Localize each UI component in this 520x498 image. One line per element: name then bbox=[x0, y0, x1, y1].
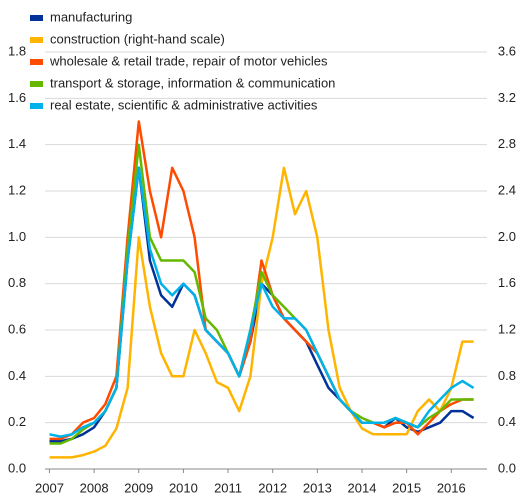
y2-tick-label: 0.8 bbox=[498, 368, 516, 383]
y2-tick-label: 1.6 bbox=[498, 275, 516, 290]
legend-label: construction (right-hand scale) bbox=[50, 31, 225, 46]
legend-label: real estate, scientific & administrative… bbox=[50, 97, 318, 112]
y-tick-label: 1.8 bbox=[8, 43, 26, 58]
legend-swatch bbox=[30, 81, 43, 87]
x-tick-label: 2007 bbox=[35, 480, 64, 495]
y-tick-label: 0.2 bbox=[8, 414, 26, 429]
x-tick-label: 2012 bbox=[258, 480, 287, 495]
y-tick-label: 0.8 bbox=[8, 275, 26, 290]
series-line bbox=[49, 166, 475, 438]
y2-tick-label: 0.0 bbox=[498, 460, 516, 475]
legend-label: wholesale & retail trade, repair of moto… bbox=[49, 53, 328, 68]
legend-swatch bbox=[30, 103, 43, 109]
y-tick-label: 1.6 bbox=[8, 90, 26, 105]
y-tick-label: 1.4 bbox=[8, 136, 26, 151]
x-tick-label: 2008 bbox=[80, 480, 109, 495]
legend-label: transport & storage, information & commu… bbox=[50, 75, 335, 90]
series-line bbox=[49, 143, 474, 445]
legend-swatch bbox=[30, 15, 43, 21]
legend-swatch bbox=[30, 59, 43, 65]
legend-swatch bbox=[30, 37, 43, 43]
y2-tick-label: 2.8 bbox=[498, 136, 516, 151]
y2-tick-label: 2.0 bbox=[498, 229, 516, 244]
y-tick-label: 0.6 bbox=[8, 321, 26, 336]
y-tick-label: 1.0 bbox=[8, 229, 26, 244]
y2-tick-label: 0.4 bbox=[498, 414, 516, 429]
y-tick-label: 0.4 bbox=[8, 368, 26, 383]
y2-tick-label: 3.6 bbox=[498, 43, 516, 58]
legend-label: manufacturing bbox=[50, 9, 132, 24]
x-tick-label: 2009 bbox=[124, 480, 153, 495]
x-tick-label: 2016 bbox=[437, 480, 466, 495]
x-tick-label: 2010 bbox=[169, 480, 198, 495]
y2-tick-label: 3.2 bbox=[498, 90, 516, 105]
x-tick-label: 2014 bbox=[348, 480, 377, 495]
series-line bbox=[49, 166, 474, 459]
x-tick-label: 2013 bbox=[303, 480, 332, 495]
y-tick-label: 1.2 bbox=[8, 182, 26, 197]
y-tick-label: 0.0 bbox=[8, 460, 26, 475]
x-tick-label: 2011 bbox=[214, 480, 242, 495]
y2-tick-label: 2.4 bbox=[498, 182, 516, 197]
x-tick-label: 2015 bbox=[392, 480, 421, 495]
y2-tick-label: 1.2 bbox=[498, 321, 516, 336]
series-line bbox=[49, 166, 475, 443]
